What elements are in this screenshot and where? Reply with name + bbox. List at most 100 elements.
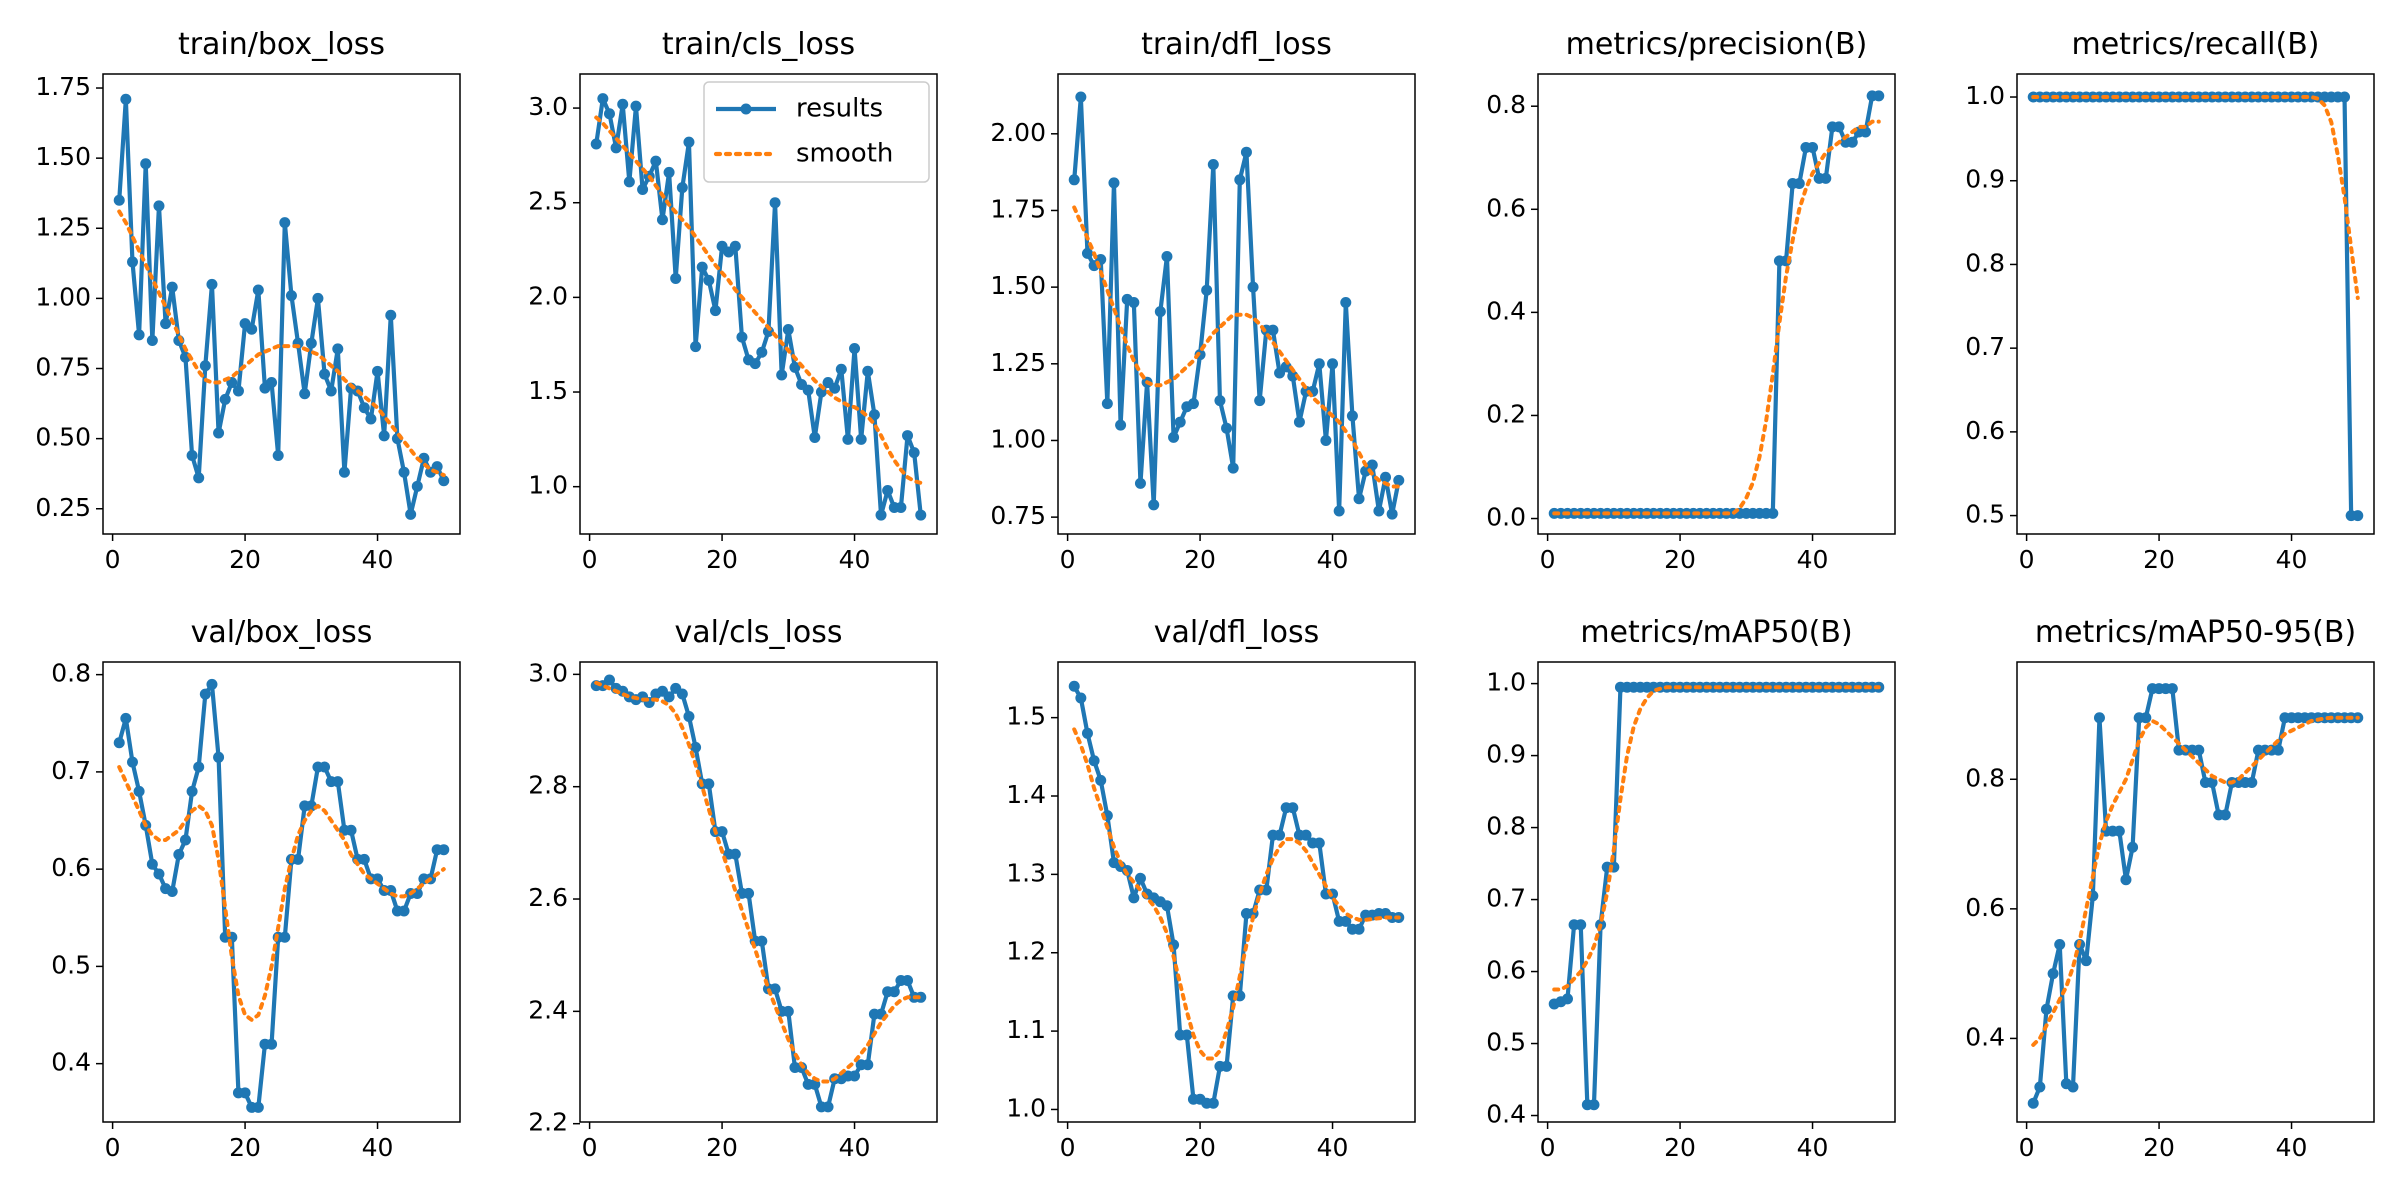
data-point — [683, 710, 695, 722]
data-point — [1386, 508, 1398, 520]
data-point — [1846, 136, 1858, 148]
data-point — [789, 361, 801, 373]
data-point — [1373, 505, 1385, 517]
data-point — [729, 848, 741, 860]
x-tick-label: 40 — [2276, 545, 2308, 574]
data-point — [1207, 1097, 1219, 1109]
x-tick-label: 0 — [2019, 1133, 2035, 1162]
data-point — [888, 986, 900, 998]
data-point — [862, 365, 874, 377]
y-tick-label: 0.6 — [1965, 416, 2005, 445]
data-point — [120, 712, 132, 724]
subplot: metrics/precision(B) 0.0 0.2 0.4 0.6 0.8 0 20 40 — [1486, 27, 1896, 574]
data-point — [2339, 91, 2351, 103]
y-tick-label: 0.5 — [51, 950, 91, 979]
data-point — [365, 413, 377, 425]
data-point — [1300, 829, 1312, 841]
data-point — [2047, 968, 2059, 980]
x-tick-label: 20 — [229, 1133, 261, 1162]
data-point — [279, 931, 291, 943]
data-point — [2219, 809, 2231, 821]
x-tick-label: 0 — [1540, 545, 1556, 574]
y-tick-label: 2.00 — [990, 118, 1046, 147]
data-point — [610, 142, 622, 154]
data-point — [2127, 841, 2139, 853]
data-point — [868, 409, 880, 421]
x-tick-label: 20 — [1184, 545, 1216, 574]
x-tick-label: 20 — [706, 545, 738, 574]
data-point — [438, 475, 450, 487]
y-tick-label: 0.50 — [35, 423, 91, 452]
data-point — [239, 1087, 251, 1099]
x-tick-label: 0 — [582, 1133, 598, 1162]
data-point — [1148, 499, 1160, 511]
data-point — [345, 824, 357, 836]
data-point — [829, 382, 841, 394]
data-point — [603, 674, 615, 686]
data-point — [703, 778, 715, 790]
data-point — [1287, 370, 1299, 382]
data-point — [822, 1101, 834, 1113]
data-point — [670, 272, 682, 284]
data-point — [1075, 91, 1087, 103]
y-tick-label: 0.4 — [1486, 296, 1526, 325]
subplot-title: metrics/mAP50-95(B) — [2035, 615, 2356, 650]
y-tick-label: 1.75 — [35, 72, 91, 101]
data-point — [319, 761, 331, 773]
data-point — [153, 200, 165, 212]
x-tick-label: 0 — [2019, 545, 2035, 574]
y-tick-label: 0.8 — [51, 659, 91, 688]
y-tick-label: 0.4 — [51, 1048, 91, 1077]
data-point — [1293, 416, 1305, 428]
data-point — [411, 480, 423, 492]
y-tick-label: 0.75 — [35, 353, 91, 382]
data-point — [849, 342, 861, 354]
y-tick-label: 2.4 — [528, 995, 568, 1024]
axes-frame — [579, 73, 938, 535]
data-point — [1201, 284, 1213, 296]
subplot: val/dfl_loss 1.0 1.1 1.2 1.3 1.4 1.5 0 20 40 — [1006, 615, 1416, 1162]
y-tick-label: 0.0 — [1486, 503, 1526, 532]
data-point — [1767, 507, 1779, 519]
data-point — [623, 176, 635, 188]
data-point — [776, 369, 788, 381]
data-point — [1214, 395, 1226, 407]
data-point — [617, 98, 629, 110]
y-tick-label: 1.0 — [528, 471, 568, 500]
data-point — [1575, 919, 1587, 931]
data-point — [166, 886, 178, 898]
data-point — [756, 935, 768, 947]
data-point — [285, 290, 297, 302]
data-point — [319, 368, 331, 380]
y-tick-label: 0.6 — [1486, 956, 1526, 985]
y-tick-label: 0.7 — [1486, 884, 1526, 913]
data-point — [252, 284, 264, 296]
data-point — [663, 166, 675, 178]
data-point — [729, 240, 741, 252]
subplot: metrics/mAP50(B) 0.4 0.5 0.6 0.7 0.8 0.9 1.0 0 20… — [1486, 615, 1896, 1162]
data-point — [140, 158, 152, 170]
axes-frame — [1057, 73, 1416, 535]
y-tick-label: 0.9 — [1965, 165, 2005, 194]
data-point — [882, 484, 894, 496]
data-point — [378, 430, 390, 442]
y-tick-label: 0.7 — [1965, 332, 2005, 361]
data-point — [709, 305, 721, 317]
y-tick-label: 1.25 — [35, 212, 91, 241]
x-tick-label: 40 — [2276, 1133, 2308, 1162]
data-point — [2120, 874, 2132, 886]
data-point — [2140, 712, 2152, 724]
x-tick-label: 20 — [1664, 545, 1696, 574]
data-point — [1095, 774, 1107, 786]
data-point — [902, 974, 914, 986]
data-point — [1068, 174, 1080, 186]
data-point — [1860, 126, 1872, 138]
data-point — [1128, 892, 1140, 904]
data-point — [193, 761, 205, 773]
y-tick-label: 0.4 — [1965, 1022, 2005, 1051]
data-point — [1134, 477, 1146, 489]
data-point — [842, 433, 854, 445]
data-point — [1234, 174, 1246, 186]
data-point — [1393, 474, 1405, 486]
data-point — [179, 834, 191, 846]
